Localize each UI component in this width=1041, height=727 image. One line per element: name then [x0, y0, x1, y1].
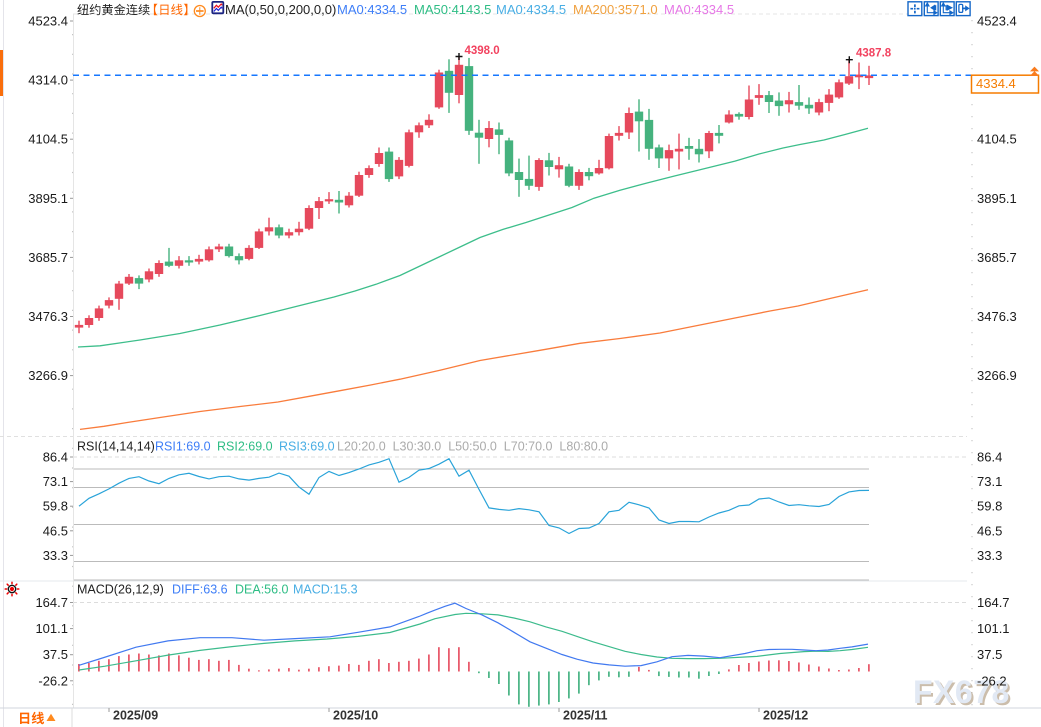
svg-text:86.4: 86.4 [43, 450, 68, 465]
svg-text:DIFF:63.6: DIFF:63.6 [172, 582, 228, 596]
svg-text:101.1: 101.1 [35, 621, 68, 636]
svg-text:3266.9: 3266.9 [977, 368, 1017, 383]
svg-text:FX678: FX678 [915, 676, 1012, 712]
svg-text:RSI1:69.0: RSI1:69.0 [155, 439, 211, 453]
svg-text:L20:20.0 L30:30.0 L50:50.0: L20:20.0 L30:30.0 L50:50.0 L70:70.0 L80:… [337, 439, 608, 453]
svg-text:3895.1: 3895.1 [977, 191, 1017, 206]
svg-text:MA0:4334.5: MA0:4334.5 [496, 2, 566, 17]
svg-text:MA0:4334.5: MA0:4334.5 [337, 2, 407, 17]
svg-text:MA200:3571.0: MA200:3571.0 [573, 2, 658, 17]
svg-text:37.5: 37.5 [43, 647, 68, 662]
svg-text:46.5: 46.5 [977, 523, 1002, 538]
svg-text:33.3: 33.3 [43, 548, 68, 563]
svg-text:86.4: 86.4 [977, 450, 1002, 465]
svg-text:4314.0: 4314.0 [28, 73, 68, 88]
svg-text:MACD(26,12,9): MACD(26,12,9) [77, 582, 164, 596]
svg-text:3685.7: 3685.7 [28, 250, 68, 265]
svg-text:3895.1: 3895.1 [28, 191, 68, 206]
svg-text:-26.2: -26.2 [38, 673, 68, 688]
svg-text:MA(0,50,0,200,0,0): MA(0,50,0,200,0,0) [225, 2, 336, 17]
svg-text:2025/09: 2025/09 [113, 708, 158, 722]
svg-text:164.7: 164.7 [35, 595, 68, 610]
svg-text:MACD:15.3: MACD:15.3 [293, 582, 358, 596]
svg-text:FX678: FX678 [913, 674, 1010, 710]
svg-text:RSI2:69.0: RSI2:69.0 [217, 439, 273, 453]
svg-text:101.1: 101.1 [977, 621, 1010, 636]
svg-text:4398.0: 4398.0 [465, 45, 500, 57]
svg-text:37.5: 37.5 [977, 647, 1002, 662]
svg-text:59.8: 59.8 [43, 499, 68, 514]
svg-text:4523.4: 4523.4 [28, 14, 68, 29]
svg-text:4104.5: 4104.5 [28, 132, 68, 147]
svg-text:-26.2: -26.2 [977, 673, 1007, 688]
svg-text:2025/11: 2025/11 [563, 708, 608, 722]
svg-text:164.7: 164.7 [977, 595, 1010, 610]
svg-text:3476.3: 3476.3 [28, 309, 68, 324]
svg-text:RSI3:69.0: RSI3:69.0 [279, 439, 335, 453]
svg-text:4523.4: 4523.4 [977, 14, 1017, 29]
svg-text:4104.5: 4104.5 [977, 132, 1017, 147]
svg-text:DEA:56.0: DEA:56.0 [235, 582, 289, 596]
svg-text:73.1: 73.1 [43, 474, 68, 489]
svg-text:4387.8: 4387.8 [856, 48, 892, 60]
svg-text:3685.7: 3685.7 [977, 250, 1017, 265]
svg-text:RSI(14,14,14): RSI(14,14,14) [77, 439, 155, 453]
svg-text:73.1: 73.1 [977, 474, 1002, 489]
svg-text:3476.3: 3476.3 [977, 309, 1017, 324]
svg-text:MA0:4334.5: MA0:4334.5 [664, 2, 734, 17]
svg-text:3266.9: 3266.9 [28, 368, 68, 383]
svg-text:33.3: 33.3 [977, 548, 1002, 563]
svg-text:MA50:4143.5: MA50:4143.5 [414, 2, 491, 17]
svg-text:2025/12: 2025/12 [763, 708, 808, 722]
svg-text:2025/10: 2025/10 [333, 708, 378, 722]
svg-text:59.8: 59.8 [977, 499, 1002, 514]
svg-text:46.5: 46.5 [43, 523, 68, 538]
svg-text:4334.4: 4334.4 [976, 76, 1016, 91]
